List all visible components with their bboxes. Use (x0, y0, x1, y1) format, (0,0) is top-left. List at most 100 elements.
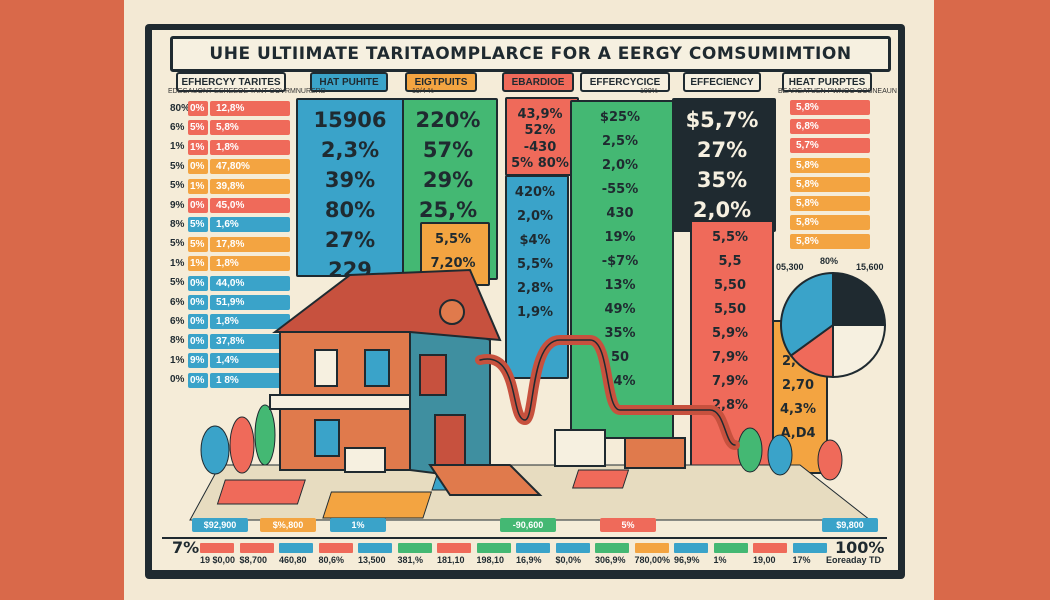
right-row-value: 5,8% (790, 157, 870, 173)
bar-8-value: 2,8% (711, 398, 749, 413)
left-row-value: 1 8% (210, 372, 290, 388)
bar-1-value: 80% (324, 198, 376, 222)
footer-swatch (516, 543, 550, 553)
left-row-value: 1,8% (210, 256, 290, 272)
bar-1 (296, 98, 408, 277)
left-row-pct: 6% (170, 296, 185, 308)
tab-7: HEAT PURPTES (782, 72, 872, 92)
left-row-pct: 5% (170, 180, 185, 192)
left-row-box: 9% (188, 353, 208, 369)
footer-swatch (713, 543, 748, 553)
bar-4-value: -430 (523, 139, 557, 155)
bar-8-value: 5,50 (713, 302, 747, 317)
house (269, 268, 543, 496)
bar-5-value: $4% (519, 233, 551, 248)
footer-bar (162, 537, 887, 567)
heat-pump-pipes (475, 335, 740, 469)
footer-swatch (674, 543, 708, 553)
footer-value: 17% (792, 555, 811, 565)
bar-7 (672, 98, 776, 232)
pie-label-right: 15,600 (856, 262, 884, 272)
footer-value: $0,0% (555, 555, 582, 565)
pie-slice-4 (780, 271, 834, 357)
footer-swatch (437, 543, 471, 553)
bar-7-value: 27% (696, 138, 748, 162)
footer-swatch (318, 543, 353, 553)
footer-value: 96,9% (674, 555, 700, 565)
footer-swatch (753, 543, 787, 553)
left-row-pct: 80% (170, 102, 191, 114)
bar-8-value: 5,5% (711, 230, 749, 245)
left-row-box: 1% (188, 178, 208, 194)
bar-6-value: 49% (604, 302, 636, 317)
bar-9-value: A,D4 (780, 426, 816, 441)
left-row-box: 0% (188, 101, 208, 116)
bottom-chip: $9,800 (822, 518, 878, 532)
bar-1-value: 39% (324, 168, 376, 192)
bar-4-value: 52% (524, 123, 556, 139)
footer-value: 381,% (397, 555, 424, 565)
tab-2: HAT PUHITE (310, 72, 388, 92)
footer-swatch (476, 543, 511, 553)
bottom-chip: $92,900 (192, 518, 248, 532)
footer-value: 306,9% (595, 555, 626, 565)
left-row-pct: 1% (170, 141, 185, 153)
left-row-box: 0% (188, 314, 208, 330)
left-row-pct: 6% (170, 315, 185, 327)
bar-2-value: 25,% (418, 198, 478, 222)
bar-5-value: 5,5% (516, 257, 554, 272)
bar-1-value: 15906 (313, 108, 387, 132)
left-row-box: 0% (188, 333, 208, 349)
bar-2-value: 29% (422, 168, 474, 192)
subcaption-right: BEARGATUEN PWNOO OOSNEAUN (778, 88, 897, 95)
bar-3-value: 5,5% (434, 232, 472, 247)
bar-6-value: 19% (604, 230, 636, 245)
left-row-box: 5% (188, 217, 208, 233)
left-row-value: 45,0% (210, 198, 290, 213)
left-row-pct: 9% (170, 199, 185, 211)
left-row-value: 5,8% (210, 120, 290, 136)
left-row-box: 0% (188, 275, 208, 291)
bar-9-value: 4,3% (779, 402, 817, 417)
footer-value: 19 $0,00 (200, 555, 236, 565)
footer-value: 198,10 (476, 555, 505, 565)
left-row-box: 1% (188, 139, 208, 155)
left-row-pct: 5% (170, 160, 185, 172)
footer-value: 13,500 (358, 555, 386, 565)
bar-7-value: 2,0% (692, 198, 752, 222)
bar-8-value: 7,9% (711, 350, 749, 365)
bottom-chip: -90,600 (500, 518, 556, 532)
bar-6 (570, 100, 674, 439)
bar-5-value: 1,9% (516, 305, 554, 320)
bar-6-value: -55% (601, 182, 639, 197)
pie-label-left: 05,300 (776, 262, 804, 272)
pie-chart (780, 271, 887, 379)
bar-8-value: 7,9% (711, 374, 749, 389)
left-row-box: 0% (188, 159, 208, 175)
left-row-value: 1,4% (210, 353, 290, 369)
left-row-value: 47,80% (210, 159, 290, 175)
bar-1-value: 27% (324, 228, 376, 252)
left-row-box: 5% (188, 120, 208, 136)
house-illustration (189, 268, 872, 521)
pie-slice-2 (832, 324, 887, 379)
bar-6-value: $25% (599, 110, 641, 125)
left-row-pct: 5% (170, 238, 185, 250)
footer-swatch (239, 543, 274, 553)
footer-value: 16,9% (516, 555, 542, 565)
footer-value: 460,80 (279, 555, 307, 565)
page-title: UHE ULTIIMATE TARITAOMPLARCE FOR A EERGY… (170, 36, 891, 72)
bottom-chip: 1% (330, 518, 386, 532)
bar-7-value: 35% (696, 168, 748, 192)
footer-swatch (358, 543, 392, 553)
left-row-value: 51,9% (210, 295, 290, 310)
bottom-chip: 5% (600, 518, 656, 532)
footer-left-big: 7% (172, 538, 200, 557)
footer-swatch (792, 543, 827, 553)
footer-right-big: 100% (835, 538, 885, 557)
left-row-pct: 8% (170, 218, 185, 230)
right-row-value: 5,8% (790, 176, 870, 192)
footer-swatch (279, 543, 313, 553)
bar-6-value: 50 (610, 350, 630, 365)
tab-5: EFFERCYCICE (580, 72, 670, 92)
